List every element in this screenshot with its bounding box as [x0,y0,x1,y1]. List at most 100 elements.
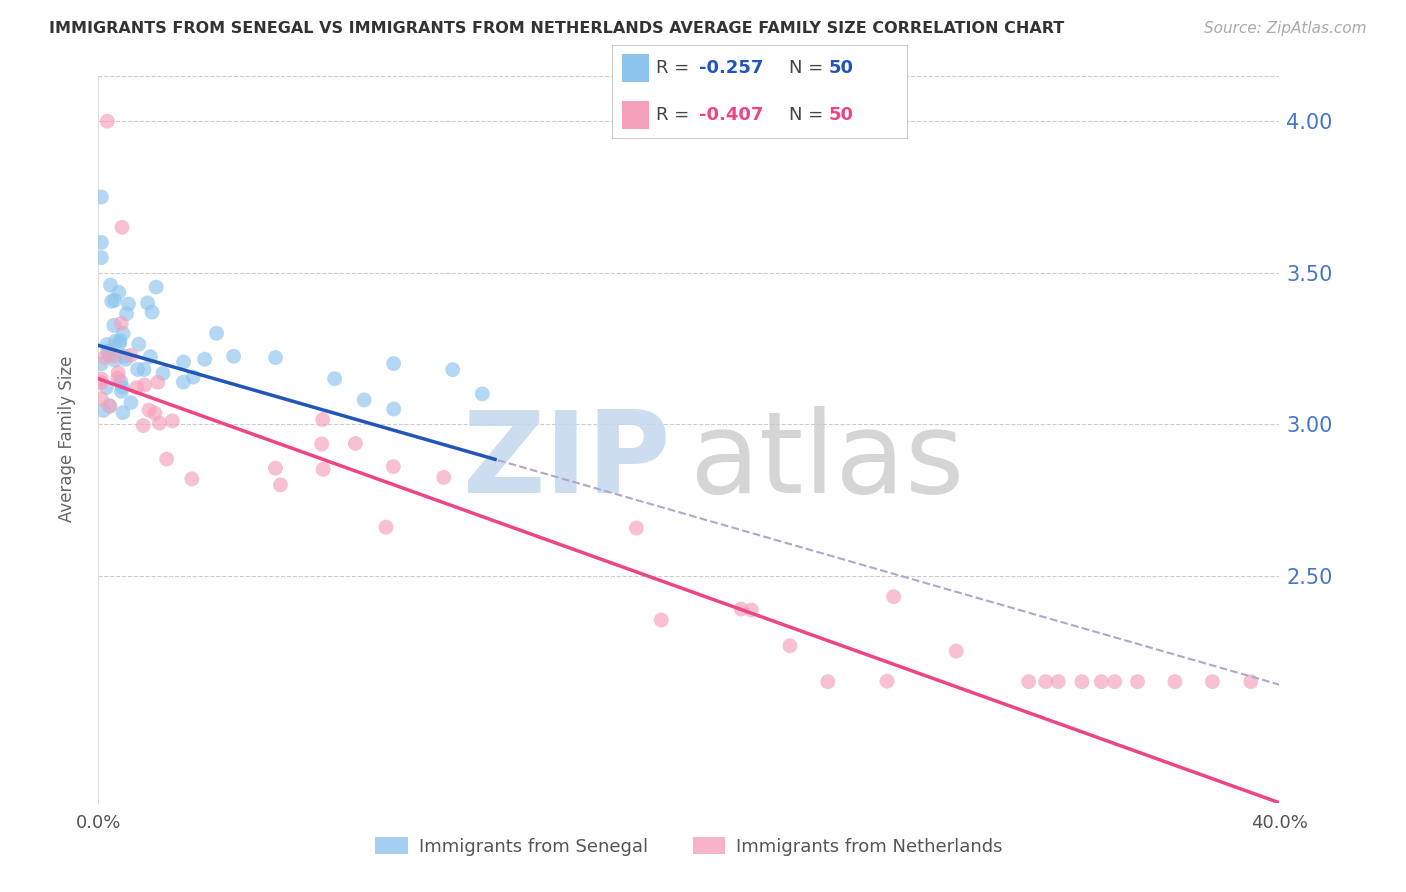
Point [779,639,801,653]
Point [1104,674,1126,689]
Point [441,362,464,376]
Point [1126,674,1149,689]
Bar [621,101,648,129]
Legend: Immigrants from Senegal, Immigrants from Netherlands: Immigrants from Senegal, Immigrants from… [368,830,1010,863]
Point [96,114,118,128]
Point [375,520,398,534]
Text: -0.257: -0.257 [699,59,763,77]
Point [1164,674,1187,689]
Text: R =: R = [655,59,695,77]
Point [104,334,127,349]
Point [181,370,204,384]
Point [269,478,291,492]
Point [148,416,170,430]
Point [111,220,134,235]
Point [945,644,967,658]
Text: IMMIGRANTS FROM SENEGAL VS IMMIGRANTS FROM NETHERLANDS AVERAGE FAMILY SIZE CORRE: IMMIGRANTS FROM SENEGAL VS IMMIGRANTS FR… [49,21,1064,36]
Point [100,294,122,309]
Point [1018,674,1040,689]
Text: R =: R = [655,106,695,124]
Point [311,437,333,451]
Text: 50: 50 [828,106,853,124]
Point [323,372,346,386]
Point [817,674,839,689]
Point [90,190,112,204]
Point [222,349,245,363]
Point [382,402,405,417]
Point [312,462,335,476]
Point [143,406,166,420]
Point [433,470,456,484]
Point [205,326,228,341]
Point [90,251,112,265]
Point [120,395,142,409]
Bar [621,54,648,82]
Point [115,307,138,321]
Point [108,336,131,351]
Point [162,414,184,428]
Point [173,355,195,369]
Point [110,317,132,331]
Text: ZIP: ZIP [463,406,671,516]
Point [141,305,163,319]
Point [96,380,118,394]
Point [103,349,125,363]
Point [96,337,118,351]
Point [1201,674,1223,689]
Text: atlas: atlas [689,406,965,516]
Point [139,350,162,364]
Point [104,353,127,368]
Point [93,403,115,417]
Point [353,392,375,407]
Point [471,387,494,401]
Point [1090,674,1112,689]
Point [114,352,136,367]
Point [382,459,405,474]
Point [180,472,202,486]
Point [1240,674,1263,689]
Point [626,521,648,535]
Point [311,412,333,426]
Point [344,436,367,450]
Point [883,590,905,604]
Text: Source: ZipAtlas.com: Source: ZipAtlas.com [1204,21,1367,36]
Point [740,603,762,617]
Point [125,381,148,395]
Point [264,351,287,365]
Point [117,297,139,311]
Point [108,334,131,348]
Point [1071,674,1094,689]
Point [103,293,125,307]
Point [132,362,155,376]
Text: N =: N = [789,59,828,77]
Point [172,375,194,389]
Point [100,278,122,293]
Point [136,296,159,310]
Point [1035,674,1057,689]
Point [145,280,167,294]
Point [156,452,179,467]
Point [90,235,112,250]
Point [110,384,132,399]
Point [132,418,155,433]
Text: N =: N = [789,106,828,124]
Point [650,613,672,627]
Point [98,349,121,363]
Point [194,352,217,367]
Point [103,318,125,333]
Point [264,461,287,475]
Point [152,367,174,381]
Point [114,349,136,363]
Point [90,392,112,406]
Point [111,380,134,394]
Point [127,362,149,376]
Point [1047,674,1070,689]
Point [146,376,169,390]
Point [382,357,405,371]
Point [134,378,156,392]
Y-axis label: Average Family Size: Average Family Size [58,356,76,523]
Point [90,357,112,371]
Point [128,337,150,351]
Text: -0.407: -0.407 [699,106,763,124]
Point [107,366,129,380]
